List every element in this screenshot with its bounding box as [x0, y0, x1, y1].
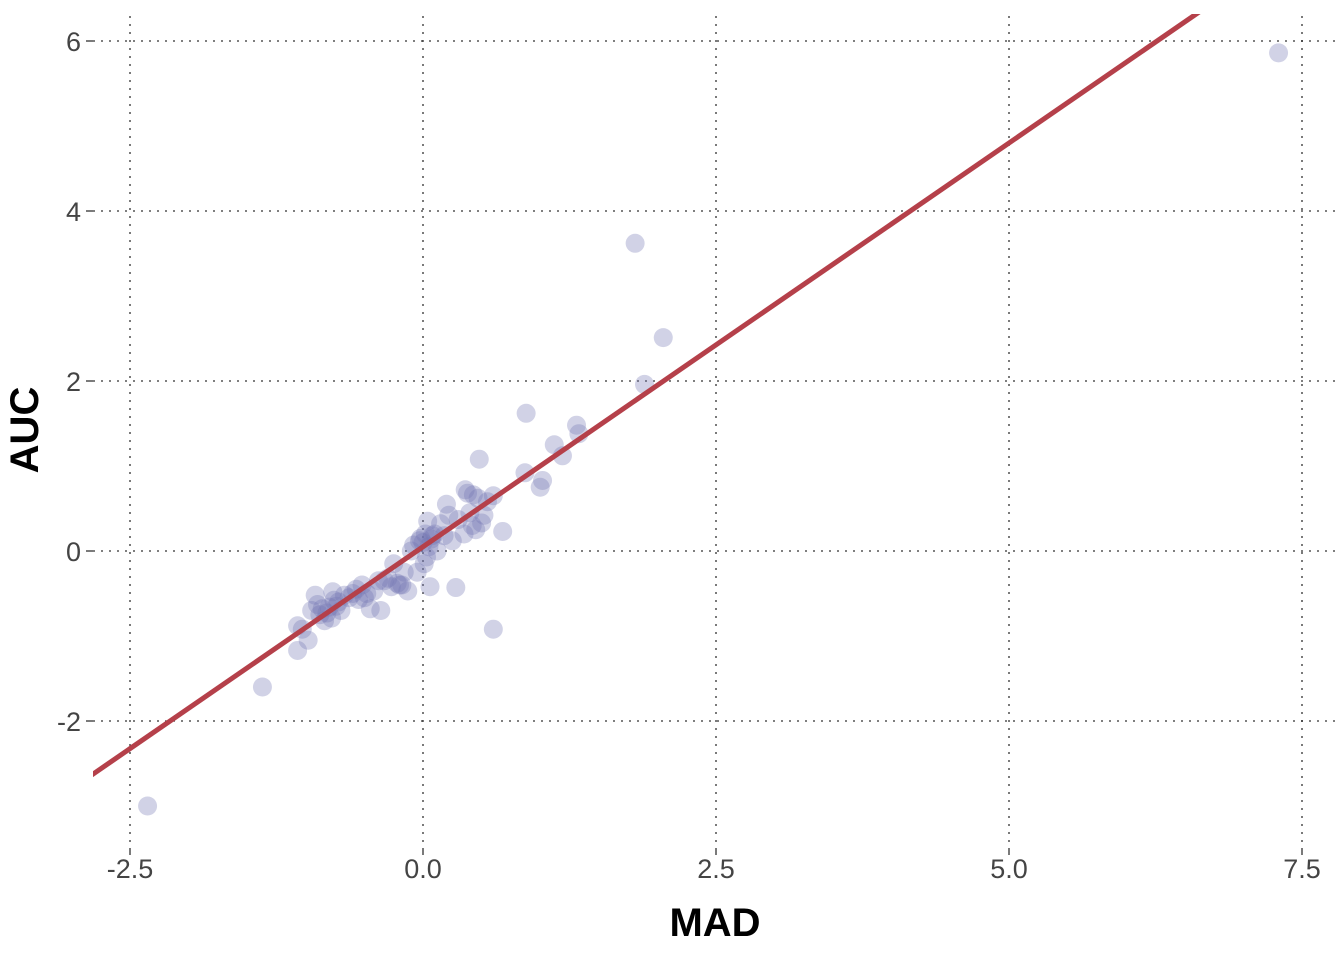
data-point	[567, 415, 587, 435]
data-point	[439, 505, 459, 525]
data-point	[418, 511, 438, 531]
grid	[93, 16, 1336, 848]
data-point	[390, 575, 410, 595]
data-point	[427, 541, 447, 561]
data-point	[463, 485, 483, 505]
data-point	[414, 554, 434, 574]
data-point	[425, 524, 445, 544]
x-tick-label: 5.0	[990, 854, 1028, 884]
data-point	[288, 640, 308, 660]
data-point	[454, 524, 474, 544]
data-point	[493, 521, 513, 541]
data-point	[436, 494, 456, 514]
y-axis-title: AUC	[3, 387, 47, 474]
data-point	[360, 599, 380, 619]
data-point	[394, 562, 414, 582]
y-tick-label: 6	[66, 27, 81, 57]
x-tick-label: 0.0	[404, 854, 442, 884]
data-point	[516, 403, 536, 423]
x-tick-label: -2.5	[107, 854, 154, 884]
data-point	[420, 577, 440, 597]
data-point	[530, 477, 550, 497]
axis-ticks: -2.5 0.0 2.5 5.0 7.5 -2 0 2 4 6	[57, 27, 1321, 884]
x-tick-label: 7.5	[1283, 854, 1321, 884]
data-point	[544, 435, 564, 455]
data-point	[446, 578, 466, 598]
data-point	[417, 547, 437, 567]
x-tick-label: 2.5	[697, 854, 735, 884]
data-point	[308, 595, 328, 615]
data-point	[387, 573, 407, 593]
y-tick-label: 4	[66, 197, 81, 227]
data-point	[252, 677, 272, 697]
data-point	[392, 575, 412, 595]
data-point	[533, 470, 553, 490]
data-point	[458, 483, 478, 503]
data-point	[442, 531, 462, 551]
data-point	[305, 585, 325, 605]
data-point	[415, 524, 435, 544]
data-point	[1269, 43, 1289, 63]
data-point	[455, 480, 475, 500]
data-point	[462, 516, 482, 535]
regression-line-group	[93, 14, 1201, 778]
data-point	[422, 526, 442, 546]
data-point	[472, 513, 492, 533]
data-point	[469, 449, 489, 469]
y-tick-label: -2	[57, 707, 81, 737]
data-point	[138, 796, 158, 816]
y-tick-label: 0	[66, 537, 81, 567]
data-point	[466, 520, 486, 540]
data-point	[298, 630, 318, 650]
data-point	[381, 577, 401, 597]
data-point	[625, 233, 645, 253]
data-point	[398, 581, 418, 601]
regression-line	[93, 14, 1201, 778]
data-point	[407, 562, 427, 582]
data-point	[371, 601, 391, 620]
data-point	[323, 582, 343, 602]
x-axis-title: MAD	[669, 901, 760, 945]
data-point	[653, 328, 673, 348]
scatter-points	[138, 43, 1289, 816]
data-point	[302, 601, 322, 620]
y-tick-label: 2	[66, 367, 81, 397]
data-point	[483, 619, 503, 639]
